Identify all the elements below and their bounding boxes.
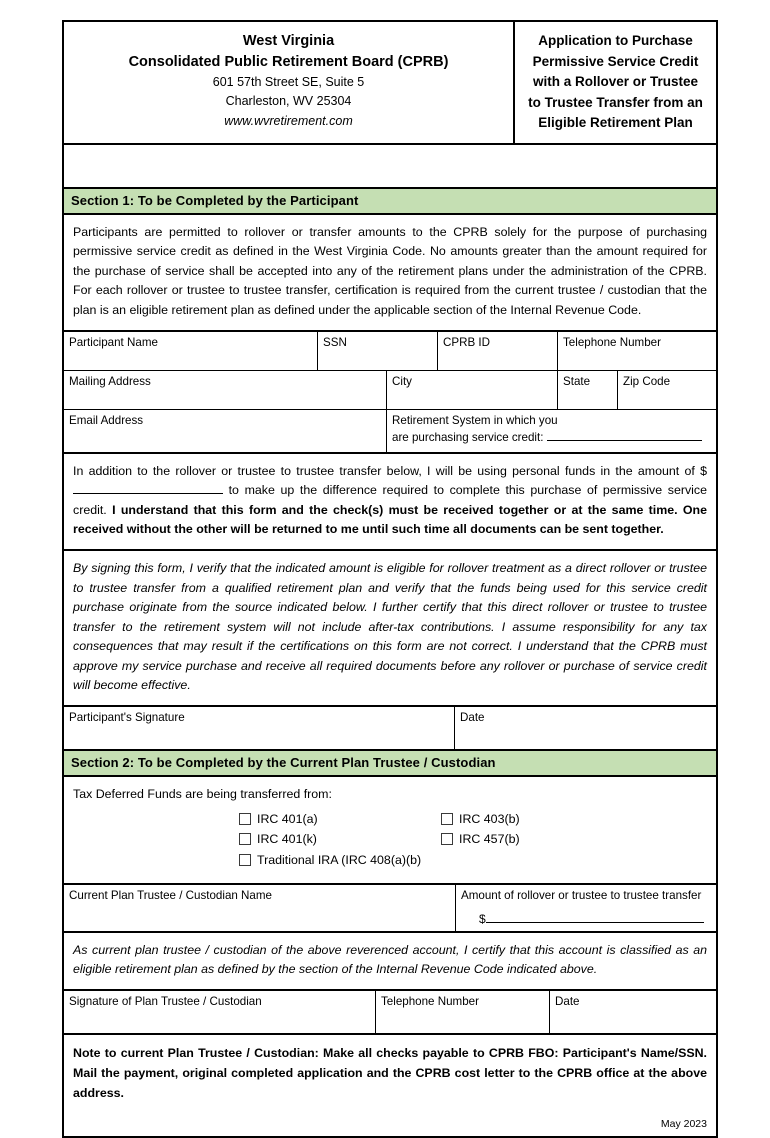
fund-source-checkbox-block: Tax Deferred Funds are being transferred… xyxy=(64,777,716,885)
agency-website: www.wvretirement.com xyxy=(224,113,353,128)
blank-spacer-row xyxy=(64,145,716,189)
form-title-line-4: to Trustee Transfer from an xyxy=(528,94,703,110)
field-trustee-telephone-label: Telephone Number xyxy=(381,995,479,1009)
field-city-label: City xyxy=(392,374,412,388)
field-ssn[interactable]: SSN xyxy=(318,331,438,370)
field-transfer-amount-label: Amount of rollover or trustee to trustee… xyxy=(461,888,702,902)
agency-board-name: Consolidated Public Retirement Board (CP… xyxy=(128,54,449,71)
fund-source-options: IRC 401(a) IRC 401(k) Traditional IRA (I… xyxy=(73,811,707,873)
personal-funds-text-part-1: In addition to the rollover or trustee t… xyxy=(73,463,707,478)
agency-city-state-zip: Charleston, WV 25304 xyxy=(225,94,352,109)
participant-address-row: Mailing Address City State Zip Code xyxy=(64,370,716,410)
field-zip-code-label: Zip Code xyxy=(623,374,671,388)
fund-source-column-right: IRC 403(b) IRC 457(b) xyxy=(441,811,707,873)
field-retirement-system[interactable]: Retirement System in which you are purch… xyxy=(387,410,716,452)
participant-certification-paragraph: By signing this form, I verify that the … xyxy=(64,551,716,708)
field-retirement-system-label-line1: Retirement System in which you xyxy=(392,413,558,427)
fund-source-column-left: IRC 401(a) IRC 401(k) Traditional IRA (I… xyxy=(239,811,441,873)
field-mailing-address-label: Mailing Address xyxy=(69,374,151,388)
participant-signature-row: Participant's Signature Date xyxy=(64,707,716,752)
checkbox-irc-401a-label: IRC 401(a) xyxy=(257,811,318,826)
checkbox-box-icon[interactable] xyxy=(239,854,251,867)
checkbox-irc-457b[interactable]: IRC 457(b) xyxy=(441,831,707,848)
field-city[interactable]: City xyxy=(387,370,558,409)
fund-source-intro: Tax Deferred Funds are being transferred… xyxy=(73,787,332,802)
field-participant-date-label: Date xyxy=(460,711,485,725)
field-retirement-system-label-line2: are purchasing service credit: xyxy=(392,429,711,447)
field-transfer-amount[interactable]: Amount of rollover or trustee to trustee… xyxy=(456,885,716,931)
field-participant-name-label: Participant Name xyxy=(69,335,158,349)
personal-funds-text-part-2: to make up the difference required to co… xyxy=(73,483,707,517)
field-telephone-number[interactable]: Telephone Number xyxy=(558,332,716,370)
field-cprb-id-label: CPRB ID xyxy=(443,335,491,349)
form-title-line-2: Permissive Service Credit xyxy=(532,53,699,69)
field-zip-code[interactable]: Zip Code xyxy=(618,371,716,409)
field-trustee-date-label: Date xyxy=(555,995,580,1009)
field-ssn-label: SSN xyxy=(323,335,347,349)
checkbox-box-icon[interactable] xyxy=(441,812,453,825)
checkbox-irc-403b-label: IRC 403(b) xyxy=(459,811,520,826)
transfer-amount-entry[interactable]: $ xyxy=(461,911,711,928)
field-participant-signature[interactable]: Participant's Signature xyxy=(64,707,455,750)
field-trustee-custodian-name-label: Current Plan Trustee / Custodian Name xyxy=(69,888,272,902)
form-title-block: Application to Purchase Permissive Servi… xyxy=(515,22,716,143)
trustee-note-block: Note to current Plan Trustee / Custodian… xyxy=(64,1035,716,1136)
field-trustee-date[interactable]: Date xyxy=(550,991,716,1033)
checkbox-box-icon[interactable] xyxy=(239,833,251,846)
trustee-note-text: Note to current Plan Trustee / Custodian… xyxy=(73,1046,707,1100)
form-title-line-3: with a Rollover or Trustee xyxy=(532,74,699,90)
trustee-signature-row: Signature of Plan Trustee / Custodian Te… xyxy=(64,991,716,1036)
form-masthead: West Virginia Consolidated Public Retire… xyxy=(64,22,716,145)
agency-state-name: West Virginia xyxy=(242,33,335,49)
field-email-address[interactable]: Email Address xyxy=(64,409,387,452)
participant-contact-row: Email Address Retirement System in which… xyxy=(64,409,716,454)
currency-symbol: $ xyxy=(479,911,486,926)
trustee-certification-paragraph: As current plan trustee / custodian of t… xyxy=(64,933,716,992)
field-trustee-signature[interactable]: Signature of Plan Trustee / Custodian xyxy=(64,991,376,1034)
field-participant-name[interactable]: Participant Name xyxy=(64,331,318,370)
checkbox-irc-401k[interactable]: IRC 401(k) xyxy=(239,831,441,848)
participant-identity-row: Participant Name SSN CPRB ID Telephone N… xyxy=(64,331,716,371)
checkbox-box-icon[interactable] xyxy=(441,833,453,846)
checkbox-irc-457b-label: IRC 457(b) xyxy=(459,832,520,847)
field-email-address-label: Email Address xyxy=(69,413,144,427)
section-1-intro-paragraph: Participants are permitted to rollover o… xyxy=(64,215,716,332)
personal-funds-paragraph: In addition to the rollover or trustee t… xyxy=(64,454,716,551)
field-trustee-telephone[interactable]: Telephone Number xyxy=(376,991,550,1034)
field-telephone-number-label: Telephone Number xyxy=(563,335,661,349)
field-mailing-address[interactable]: Mailing Address xyxy=(64,370,387,409)
trustee-name-amount-row: Current Plan Trustee / Custodian Name Am… xyxy=(64,884,716,933)
field-cprb-id[interactable]: CPRB ID xyxy=(438,331,558,370)
checkbox-traditional-ira-label: Traditional IRA (IRC 408(a)(b) xyxy=(257,853,422,868)
field-trustee-custodian-name[interactable]: Current Plan Trustee / Custodian Name xyxy=(64,884,456,931)
form-title-line-1: Application to Purchase xyxy=(538,33,693,48)
personal-funds-amount-write-line[interactable] xyxy=(73,482,223,495)
checkbox-irc-401k-label: IRC 401(k) xyxy=(257,832,317,847)
form-page: West Virginia Consolidated Public Retire… xyxy=(62,20,718,1138)
agency-street-address: 601 57th Street SE, Suite 5 xyxy=(212,75,365,90)
checkbox-irc-403b[interactable]: IRC 403(b) xyxy=(441,811,707,828)
field-state-label: State xyxy=(563,374,591,388)
checkbox-irc-401a[interactable]: IRC 401(a) xyxy=(239,811,441,828)
personal-funds-text-bold: I understand that this form and the chec… xyxy=(73,502,708,537)
field-state[interactable]: State xyxy=(558,370,618,409)
agency-identity-block: West Virginia Consolidated Public Retire… xyxy=(64,22,515,143)
form-title-line-5: Eligible Retirement Plan xyxy=(538,115,693,131)
section-2-heading: Section 2: To be Completed by the Curren… xyxy=(64,751,716,778)
field-trustee-signature-label: Signature of Plan Trustee / Custodian xyxy=(69,995,262,1009)
retirement-system-write-line[interactable] xyxy=(546,429,702,442)
form-revision-date: May 2023 xyxy=(660,1117,707,1130)
field-participant-signature-label: Participant's Signature xyxy=(69,711,185,725)
field-participant-date[interactable]: Date xyxy=(455,707,716,749)
section-1-heading: Section 1: To be Completed by the Partic… xyxy=(64,188,716,215)
checkbox-box-icon[interactable] xyxy=(239,812,251,825)
cprb-application-form: West Virginia Consolidated Public Retire… xyxy=(62,20,718,1138)
transfer-amount-write-line[interactable] xyxy=(485,911,704,923)
checkbox-traditional-ira[interactable]: Traditional IRA (IRC 408(a)(b) xyxy=(239,852,441,869)
